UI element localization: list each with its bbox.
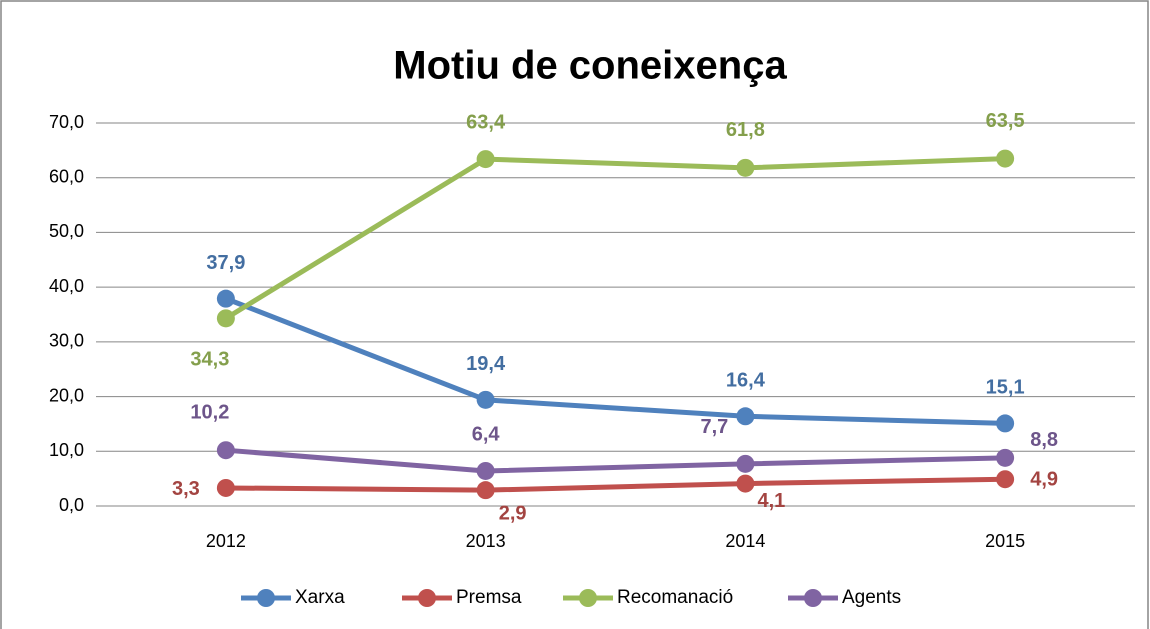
y-tick-label: 50,0 [49,221,84,241]
y-tick-label: 30,0 [49,331,84,351]
data-point [996,448,1015,467]
data-point [736,474,755,493]
data-label: 8,8 [1030,429,1058,451]
data-point [476,481,495,500]
data-point [996,414,1015,433]
data-label: 19,4 [466,353,506,375]
data-label: 10,2 [190,401,229,423]
y-tick-label: 10,0 [49,440,84,460]
data-label: 2,9 [499,502,527,524]
data-point [476,150,495,169]
data-label: 16,4 [726,370,766,392]
data-point [216,309,235,328]
data-point [216,289,235,308]
y-tick-label: 70,0 [49,112,84,132]
data-label: 63,5 [986,110,1025,132]
data-label: 15,1 [986,377,1025,399]
data-point [476,390,495,409]
series-line [225,476,1006,493]
y-tick-label: 20,0 [49,385,84,405]
x-tick-label: 2013 [466,531,506,551]
data-point [476,461,495,480]
y-tick-label: 60,0 [49,166,84,186]
y-tick-label: 40,0 [49,276,84,296]
data-label: 4,1 [757,490,785,512]
data-point [216,478,235,497]
data-point [996,149,1015,168]
data-point [216,441,235,460]
x-tick-label: 2012 [206,531,246,551]
data-point [736,454,755,473]
legend-label: Premsa [456,587,522,608]
data-label: 6,4 [472,423,501,445]
data-label: 37,9 [206,252,245,274]
legend-label: Recomanació [617,587,733,608]
data-point [736,158,755,177]
data-label: 4,9 [1030,468,1058,490]
data-label: 34,3 [190,349,229,371]
chart-title: Motiu de coneixença [393,44,787,88]
series-line [224,296,1006,426]
x-tick-label: 2014 [725,531,765,551]
y-tick-label: 0,0 [59,495,84,515]
data-label: 7,7 [700,416,728,438]
data-point [736,407,755,426]
x-tick-label: 2015 [985,531,1025,551]
data-point [996,470,1015,489]
legend-marker [579,589,597,607]
series-line [224,156,1006,321]
legend-label: Xarxa [295,587,345,608]
series-line [225,447,1006,474]
legend-marker [804,589,822,607]
legend-marker [257,589,275,607]
legend-label: Agents [842,587,901,608]
data-label: 61,8 [726,119,765,141]
data-label: 3,3 [172,478,200,500]
data-label: 63,4 [466,111,506,133]
legend-marker [418,589,436,607]
